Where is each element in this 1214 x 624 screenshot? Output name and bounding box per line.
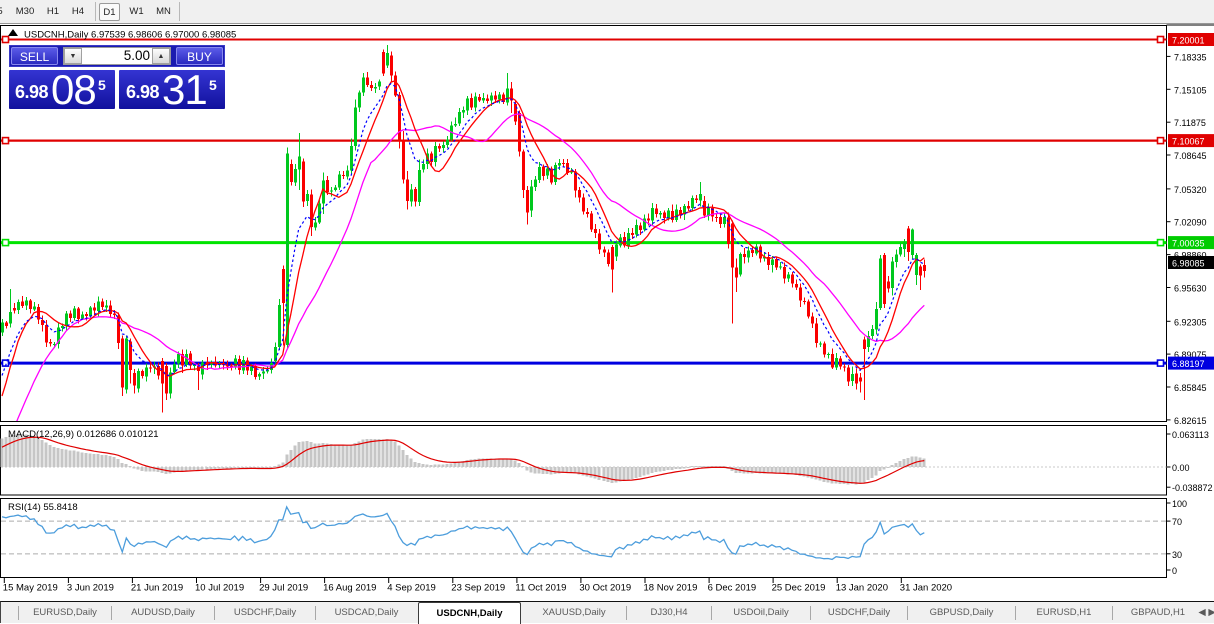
- svg-text:31 Jan 2020: 31 Jan 2020: [900, 583, 952, 594]
- svg-text:7.05320: 7.05320: [1174, 185, 1207, 195]
- svg-text:3 Jun 2019: 3 Jun 2019: [67, 583, 114, 594]
- svg-text:6.85845: 6.85845: [1174, 383, 1207, 393]
- svg-text:23 Sep 2019: 23 Sep 2019: [451, 583, 505, 594]
- svg-text:6.88197: 6.88197: [1172, 359, 1205, 369]
- svg-text:7.20001: 7.20001: [1172, 36, 1205, 46]
- svg-text:30: 30: [1172, 550, 1182, 560]
- svg-text:13 Jan 2020: 13 Jan 2020: [836, 583, 888, 594]
- svg-text:70: 70: [1172, 517, 1182, 527]
- svg-text:15 May 2019: 15 May 2019: [3, 583, 58, 594]
- svg-text:30 Oct 2019: 30 Oct 2019: [579, 583, 631, 594]
- svg-text:7.00035: 7.00035: [1172, 239, 1205, 249]
- svg-text:7.11875: 7.11875: [1174, 118, 1206, 128]
- svg-text:0: 0: [1172, 566, 1177, 576]
- svg-text:-0.038872: -0.038872: [1172, 483, 1213, 493]
- svg-text:10 Jul 2019: 10 Jul 2019: [195, 583, 244, 594]
- svg-text:11 Oct 2019: 11 Oct 2019: [515, 583, 566, 594]
- svg-text:6 Dec 2019: 6 Dec 2019: [708, 583, 757, 594]
- svg-text:MACD(12,26,9) 0.012686 0.01012: MACD(12,26,9) 0.012686 0.010121: [8, 429, 159, 440]
- svg-text:6.92305: 6.92305: [1174, 317, 1207, 327]
- svg-text:RSI(14) 55.8418: RSI(14) 55.8418: [8, 502, 78, 513]
- svg-text:21 Jun 2019: 21 Jun 2019: [131, 583, 183, 594]
- svg-text:6.98085: 6.98085: [1172, 259, 1205, 269]
- svg-text:6.82615: 6.82615: [1174, 416, 1207, 426]
- svg-text:18 Nov 2019: 18 Nov 2019: [644, 583, 698, 594]
- svg-text:7.10067: 7.10067: [1172, 137, 1205, 147]
- svg-text:0.063113: 0.063113: [1172, 430, 1209, 440]
- svg-text:6.89075: 6.89075: [1174, 350, 1207, 360]
- svg-text:6.98860: 6.98860: [1174, 251, 1207, 261]
- svg-text:6.95630: 6.95630: [1174, 284, 1207, 294]
- svg-text:25 Dec 2019: 25 Dec 2019: [772, 583, 826, 594]
- svg-text:USDCNH,Daily 6.97539 6.98606: USDCNH,Daily 6.97539 6.98606 6.97000 6.9…: [24, 30, 236, 41]
- svg-text:7.02090: 7.02090: [1174, 218, 1207, 228]
- svg-text:16 Aug 2019: 16 Aug 2019: [323, 583, 376, 594]
- svg-text:7.18335: 7.18335: [1174, 52, 1207, 62]
- svg-text:7.15105: 7.15105: [1174, 85, 1207, 95]
- svg-text:7.08645: 7.08645: [1174, 151, 1207, 161]
- svg-text:4 Sep 2019: 4 Sep 2019: [387, 583, 436, 594]
- svg-text:0.00: 0.00: [1172, 463, 1190, 473]
- svg-text:29 Jul 2019: 29 Jul 2019: [259, 583, 308, 594]
- svg-text:100: 100: [1172, 499, 1187, 509]
